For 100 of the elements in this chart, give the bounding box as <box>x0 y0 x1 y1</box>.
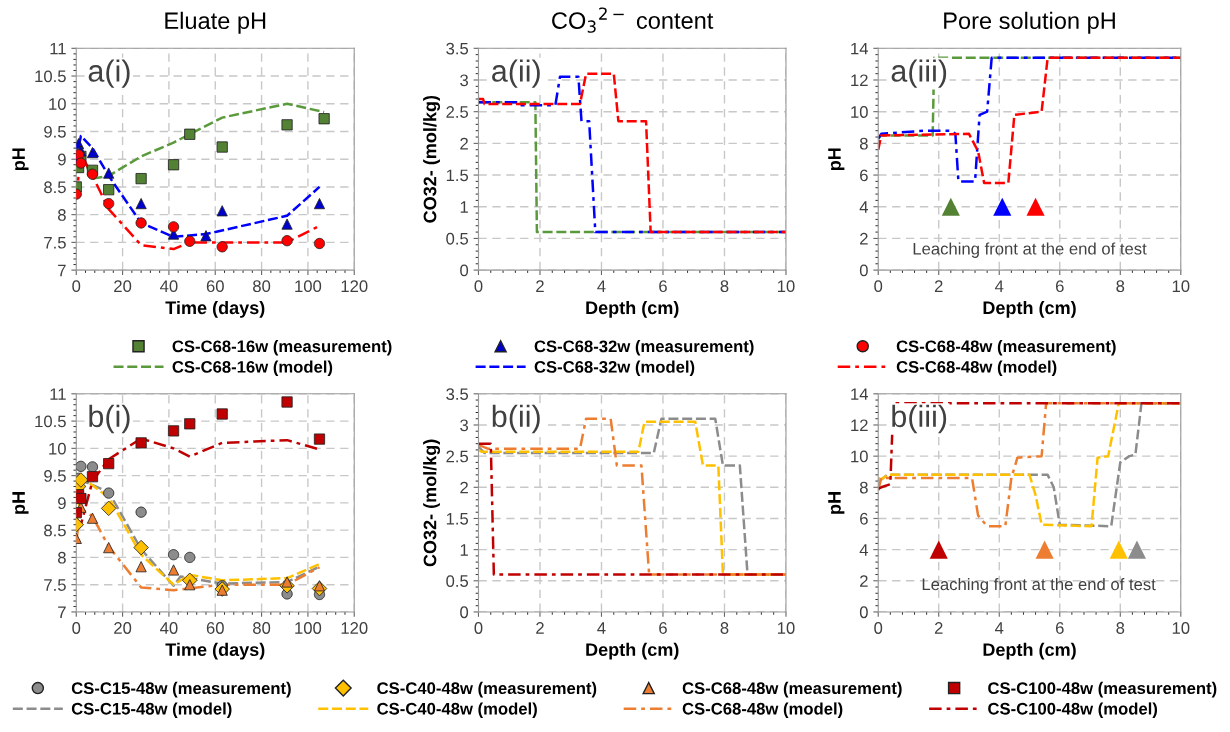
y-tick-label: 7.5 <box>44 236 66 249</box>
x-tick-label: 100 <box>295 280 322 293</box>
x-tick-label: 10 <box>1172 280 1190 293</box>
legend-label: CS-C68-16w (measurement) <box>172 340 392 356</box>
y-tick-label: 8 <box>859 481 868 494</box>
x-tick-label: 8 <box>1116 622 1125 634</box>
legend-label: CS-C100-48w (model) <box>988 702 1158 718</box>
y-tick-label: 2 <box>860 575 868 587</box>
annotation: Leaching front at the end of test <box>922 578 1156 594</box>
y-tick-label: 2.5 <box>446 106 469 118</box>
y-axis-title: pH <box>12 148 29 171</box>
x-tick-label: 60 <box>206 280 224 293</box>
y-tick-label: 8 <box>57 551 66 564</box>
x-tick-label: 2 <box>934 280 943 292</box>
x-tick-label: 80 <box>253 622 271 634</box>
y-tick-label: 2 <box>460 137 468 150</box>
y-tick-label: 6 <box>860 512 868 525</box>
x-tick-label: 40 <box>160 280 178 293</box>
annotation: a(i) <box>88 59 130 88</box>
legend-label: CS-C15-48w (model) <box>71 702 232 718</box>
y-axis-title: pH <box>828 148 845 171</box>
x-tick-label: 4 <box>597 622 606 634</box>
chart-title: Eluate pH <box>165 11 266 34</box>
y-tick-label: 0 <box>859 264 868 277</box>
x-tick-label: 20 <box>114 622 132 634</box>
y-axis-title: CO32- (mol/kg) <box>423 439 441 567</box>
y-tick-label: 7 <box>58 264 66 277</box>
x-tick-label: 80 <box>253 280 271 293</box>
x-tick-label: 120 <box>341 280 368 293</box>
x-tick-label: 0 <box>874 280 883 293</box>
y-tick-label: 14 <box>851 388 869 400</box>
x-tick-label: 120 <box>341 622 368 634</box>
y-tick-label: 4 <box>859 201 869 213</box>
y-tick-label: 3 <box>460 74 469 87</box>
y-tick-label: 10 <box>49 442 66 455</box>
y-tick-label: 7.5 <box>44 579 66 591</box>
y-tick-label: 3 <box>460 419 469 432</box>
y-tick-label: 9.5 <box>44 125 66 138</box>
y-tick-label: 8 <box>57 209 66 221</box>
annotation: b(ii) <box>492 404 540 434</box>
x-axis-title: Depth (cm) <box>983 300 1076 318</box>
y-tick-label: 1 <box>460 201 468 213</box>
x-axis-title: Time (days) <box>165 300 265 318</box>
x-tick-label: 40 <box>160 622 178 634</box>
x-tick-label: 10 <box>1172 622 1190 634</box>
y-tick-label: 8.5 <box>44 181 66 194</box>
annotation: a(iii) <box>891 59 947 88</box>
x-tick-label: 6 <box>659 622 667 634</box>
x-tick-label: 2 <box>536 622 544 634</box>
y-tick-label: 0 <box>460 606 469 619</box>
x-tick-label: 8 <box>1116 280 1125 293</box>
x-axis-title: Depth (cm) <box>586 300 679 318</box>
x-tick-label: 0 <box>474 622 483 634</box>
y-tick-label: 6 <box>860 169 868 182</box>
annotation: b(iii) <box>892 404 947 434</box>
y-tick-label: 0.5 <box>446 232 469 245</box>
x-tick-label: 0 <box>474 280 483 293</box>
y-tick-label: 3.5 <box>446 42 469 55</box>
x-tick-label: 0 <box>874 622 883 634</box>
y-tick-label: 8.5 <box>44 524 66 537</box>
x-tick-label: 8 <box>720 280 729 293</box>
legend-label: CS-C68-48w (model) <box>682 702 843 718</box>
y-tick-label: 2.5 <box>446 450 469 463</box>
y-tick-label: 9 <box>58 497 66 510</box>
y-tick-label: 9 <box>58 153 66 166</box>
y-tick-label: 0.5 <box>446 575 469 587</box>
annotation: a(ii) <box>492 59 540 88</box>
y-tick-label: 8 <box>859 137 868 150</box>
y-axis-title: pH <box>12 492 29 514</box>
annotation: Leaching front at the end of test <box>913 242 1147 258</box>
x-axis-title: Time (days) <box>165 642 265 660</box>
chart-title: Pore solution pH <box>944 11 1115 34</box>
y-tick-label: 9.5 <box>44 470 66 482</box>
annotation: b(i) <box>89 404 130 434</box>
legend-label: CS-C68-32w (model) <box>534 360 695 377</box>
legend-label: CS-C40-48w (measurement) <box>377 681 597 698</box>
y-axis-title: CO32- (mol/kg) <box>423 95 441 223</box>
y-tick-label: 10.5 <box>35 70 66 83</box>
x-tick-label: 4 <box>995 622 1004 634</box>
y-tick-label: 2 <box>860 232 868 245</box>
x-tick-label: 0 <box>72 280 81 293</box>
x-axis-title: Depth (cm) <box>586 642 679 660</box>
y-tick-label: 4 <box>859 544 869 556</box>
y-tick-label: 2 <box>460 481 468 494</box>
x-tick-label: 0 <box>72 622 81 634</box>
y-axis-title: pH <box>828 492 845 514</box>
y-tick-label: 12 <box>851 419 868 432</box>
x-tick-label: 4 <box>597 280 606 292</box>
x-tick-label: 2 <box>934 622 943 634</box>
y-tick-label: 10 <box>851 450 868 463</box>
legend-label: CS-C15-48w (measurement) <box>71 681 291 698</box>
legend-label: CS-C68-48w (measurement) <box>896 340 1116 356</box>
x-tick-label: 100 <box>295 622 322 634</box>
x-tick-label: 2 <box>536 280 544 292</box>
y-tick-label: 1.5 <box>446 513 469 525</box>
y-tick-label: 3.5 <box>446 388 469 401</box>
x-tick-label: 6 <box>659 280 667 293</box>
y-tick-label: 10 <box>49 98 66 110</box>
legend-label: CS-C100-48w (measurement) <box>988 681 1217 698</box>
x-tick-label: 10 <box>777 622 795 634</box>
